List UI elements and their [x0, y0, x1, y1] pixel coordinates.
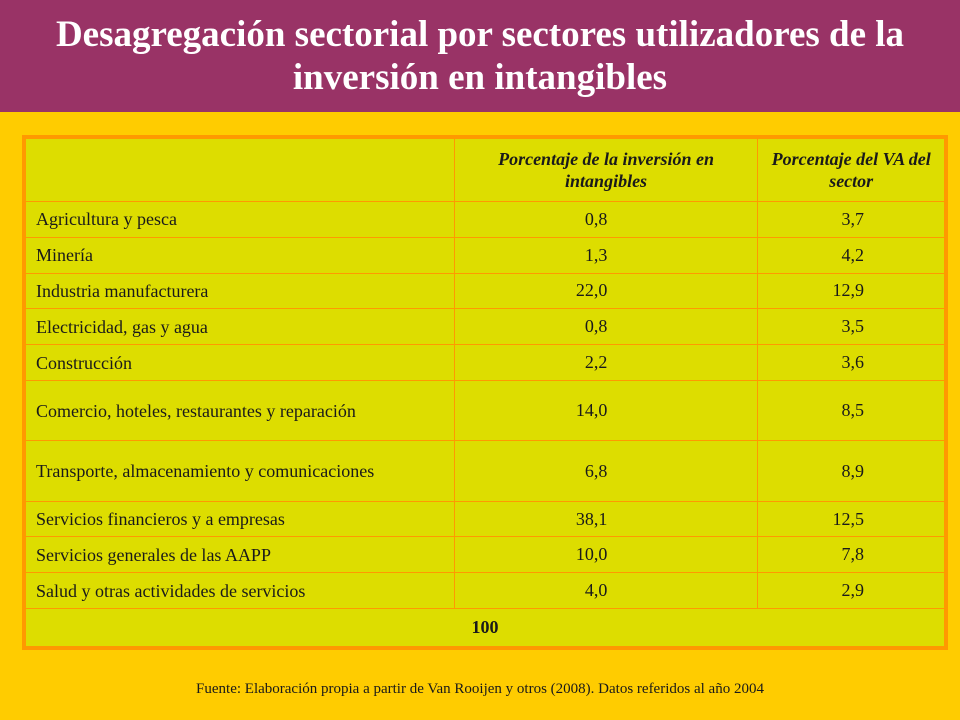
va-cell: 3,7 — [757, 201, 945, 238]
intangibles-cell: 14,0 — [453, 379, 759, 442]
table-row: Minería 1,3 4,2 — [25, 236, 945, 274]
intangibles-cell: 22,0 — [453, 272, 759, 310]
slide-title: Desagregación sectorial por sectores uti… — [55, 14, 905, 98]
va-cell: 3,5 — [757, 308, 945, 346]
total-cell: 100 — [25, 608, 945, 647]
intangibles-cell: 0,8 — [453, 308, 759, 346]
sector-cell: Salud y otras actividades de servicios — [25, 572, 455, 610]
sector-table: Porcentaje de la inversión en intangible… — [25, 138, 945, 647]
sector-cell: Servicios financieros y a empresas — [25, 500, 455, 538]
table-row: Servicios generales de las AAPP 10,0 7,8 — [25, 536, 945, 574]
table-row: Industria manufacturera 22,0 12,9 — [25, 272, 945, 310]
title-bar: Desagregación sectorial por sectores uti… — [0, 0, 960, 112]
va-cell: 2,9 — [757, 572, 945, 610]
sector-cell: Construcción — [25, 344, 455, 381]
va-cell: 12,9 — [757, 272, 945, 310]
intangibles-cell: 6,8 — [453, 440, 759, 502]
intangibles-cell: 0,8 — [453, 201, 759, 238]
sector-cell: Comercio, hoteles, restaurantes y repara… — [25, 379, 455, 442]
sector-cell: Minería — [25, 236, 455, 274]
sector-cell: Industria manufacturera — [25, 272, 455, 310]
table-row: Comercio, hoteles, restaurantes y repara… — [25, 379, 945, 442]
intangibles-cell: 4,0 — [453, 572, 759, 610]
va-cell: 8,9 — [757, 440, 945, 502]
intangibles-cell: 1,3 — [453, 236, 759, 274]
data-table-container: Porcentaje de la inversión en intangible… — [22, 135, 948, 650]
source-note: Fuente: Elaboración propia a partir de V… — [196, 681, 764, 697]
va-cell: 4,2 — [757, 236, 945, 274]
table-row: Agricultura y pesca 0,8 3,7 — [25, 201, 945, 238]
va-cell: 12,5 — [757, 500, 945, 538]
header-va: Porcentaje del VA del sector — [757, 138, 945, 202]
table-row: Salud y otras actividades de servicios 4… — [25, 572, 945, 610]
table-row: Electricidad, gas y agua 0,8 3,5 — [25, 308, 945, 346]
sector-cell: Electricidad, gas y agua — [25, 308, 455, 346]
table-header-row: Porcentaje de la inversión en intangible… — [25, 138, 945, 202]
intangibles-cell: 2,2 — [453, 344, 759, 381]
va-cell: 8,5 — [757, 379, 945, 442]
intangibles-cell: 10,0 — [453, 536, 759, 574]
header-intangibles: Porcentaje de la inversión en intangible… — [453, 138, 759, 202]
va-cell: 3,6 — [757, 344, 945, 381]
sector-cell: Agricultura y pesca — [25, 201, 455, 238]
total-row: 100 — [25, 608, 945, 647]
table-row: Transporte, almacenamiento y comunicacio… — [25, 440, 945, 502]
header-sector — [25, 138, 455, 202]
sector-cell: Transporte, almacenamiento y comunicacio… — [25, 440, 455, 502]
intangibles-cell: 38,1 — [453, 500, 759, 538]
table-row: Construcción 2,2 3,6 — [25, 344, 945, 381]
table-row: Servicios financieros y a empresas 38,1 … — [25, 500, 945, 538]
sector-cell: Servicios generales de las AAPP — [25, 536, 455, 574]
va-cell: 7,8 — [757, 536, 945, 574]
